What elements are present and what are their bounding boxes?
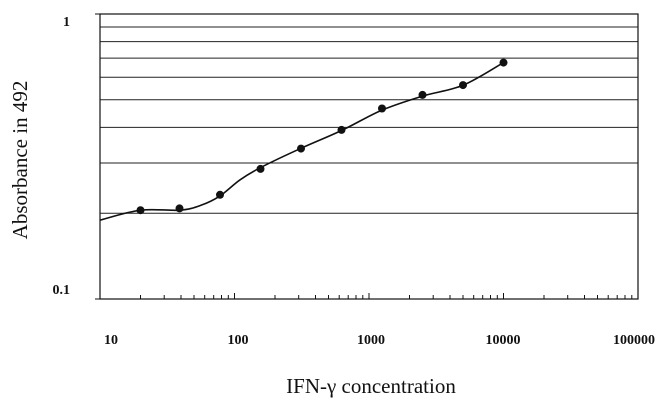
absorbance-curve: [99, 61, 504, 221]
y-tick-labels: 0.1 1: [53, 15, 71, 298]
x-tick-label-10000: 10000: [486, 333, 521, 348]
data-point-625: [337, 125, 346, 134]
data-point-156: [256, 164, 265, 173]
x-axis-minor-ticks: [99, 293, 639, 299]
x-tick-label-100000: 100000: [613, 333, 655, 348]
x-tick-label-1000: 1000: [357, 333, 385, 348]
data-point-312: [297, 144, 305, 153]
y-axis-ticks: [95, 13, 100, 300]
data-point-5000: [459, 81, 467, 90]
data-point-1250: [378, 104, 386, 113]
horizontal-gridlines: [100, 26, 638, 214]
data-point-20: [136, 206, 145, 215]
data-point-39: [175, 204, 184, 213]
y-axis-title: Absorbance in 492: [8, 81, 32, 240]
x-tick-labels: 10 100 1000 10000 100000: [104, 333, 655, 348]
data-point-10000: [499, 58, 508, 67]
data-point-2500: [418, 90, 427, 99]
data-points: [136, 58, 508, 215]
x-tick-label-10: 10: [104, 333, 118, 348]
plot-frame: [99, 13, 639, 300]
data-point-78: [216, 190, 224, 199]
x-axis-title: IFN-γ concentration: [286, 374, 456, 398]
x-tick-label-100: 100: [228, 333, 249, 348]
y-tick-label-0.1: 0.1: [53, 283, 71, 298]
y-tick-label-1: 1: [63, 15, 70, 30]
plot-area: [95, 13, 639, 300]
